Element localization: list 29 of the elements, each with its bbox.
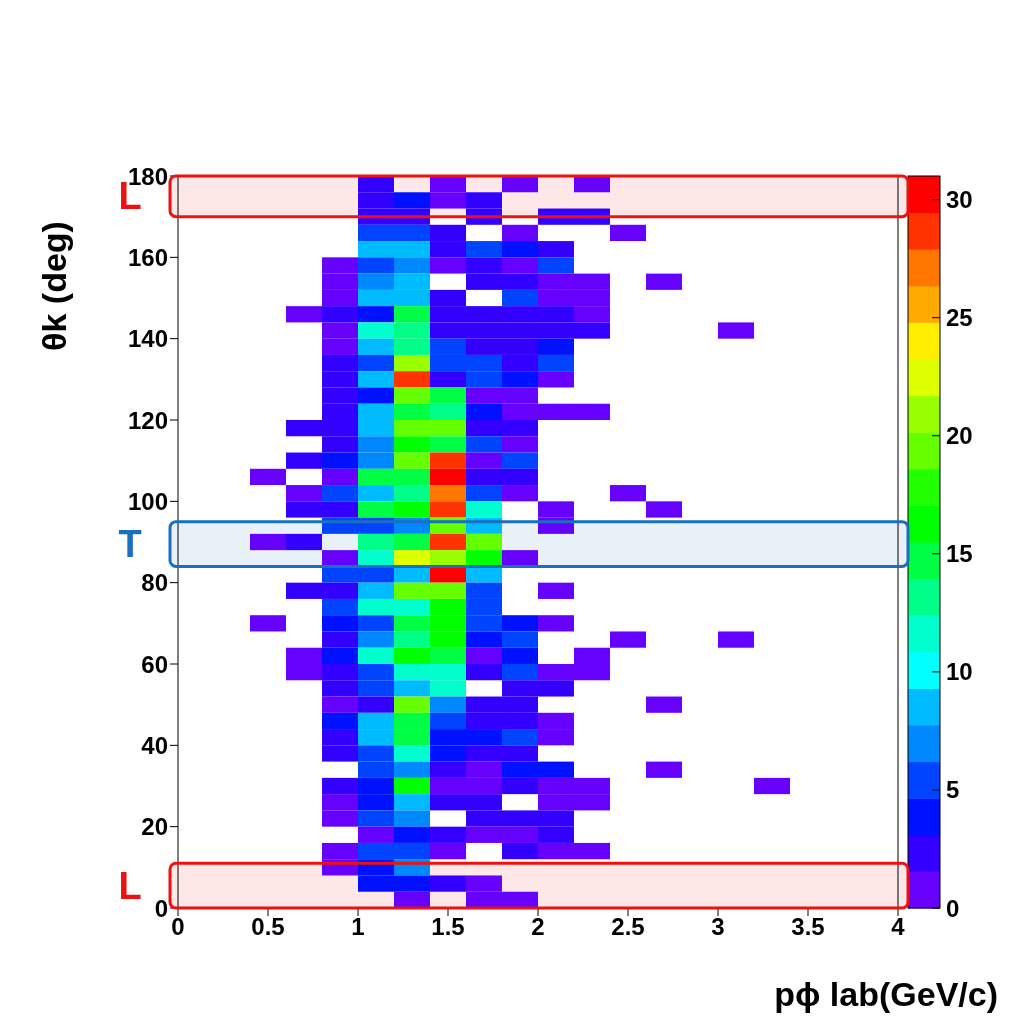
y-tick-label: 40: [141, 731, 168, 759]
y-tick-label: 140: [127, 325, 168, 353]
band-label: L: [118, 864, 142, 907]
x-tick-label: 3: [711, 913, 725, 941]
color-bar-label: 15: [946, 540, 973, 568]
y-tick-label: 20: [141, 813, 168, 841]
y-tick-label: 100: [127, 487, 168, 515]
x-tick-label: 4: [891, 913, 906, 941]
x-tick-label: 3.5: [791, 913, 825, 941]
color-bar-label: 25: [946, 304, 973, 332]
x-tick-label: 1: [351, 913, 365, 941]
x-axis-title: pϕ lab(GeV/c): [774, 975, 998, 1013]
x-tick-label: 2: [531, 913, 545, 941]
y-tick-label: 60: [141, 650, 168, 678]
x-tick-label: 0: [171, 913, 185, 941]
x-tick-label: 2.5: [611, 913, 645, 941]
y-tick-label: 120: [127, 406, 168, 434]
color-bar-label: 0: [946, 894, 960, 922]
band-label: T: [118, 523, 142, 566]
color-bar-label: 30: [946, 186, 973, 214]
color-bar-label: 20: [946, 422, 973, 450]
y-tick-label: 80: [141, 569, 168, 597]
y-axis-title: θk (deg): [35, 221, 73, 351]
color-bar-label: 10: [946, 658, 973, 686]
y-tick-label: 160: [127, 243, 168, 271]
x-tick-label: 1.5: [431, 913, 465, 941]
color-bar-label: 5: [946, 776, 960, 804]
x-tick-label: 0.5: [251, 913, 285, 941]
y-tick-label: 0: [154, 894, 168, 922]
